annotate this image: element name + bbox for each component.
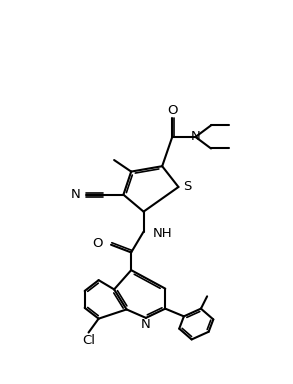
Text: Cl: Cl xyxy=(82,334,95,347)
Text: O: O xyxy=(167,104,178,117)
Text: NH: NH xyxy=(153,227,173,240)
Text: N: N xyxy=(191,131,200,144)
Text: S: S xyxy=(183,180,191,194)
Text: N: N xyxy=(141,318,151,331)
Text: O: O xyxy=(92,237,103,250)
Text: N: N xyxy=(70,188,80,201)
